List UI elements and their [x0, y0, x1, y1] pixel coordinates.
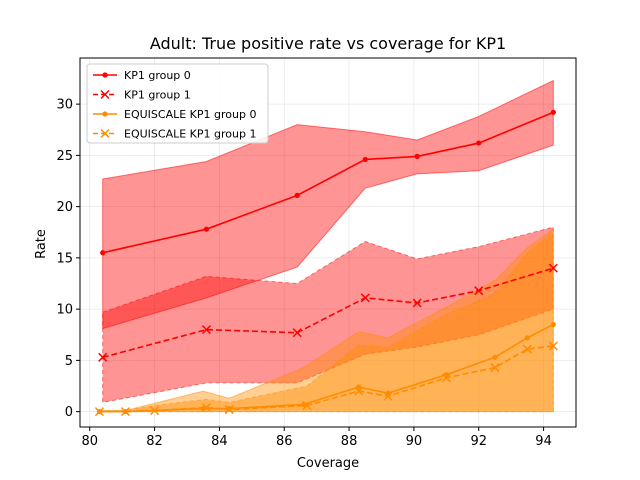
data-point [201, 325, 211, 335]
marker-stroke [100, 128, 110, 139]
marker-stroke [412, 298, 422, 308]
marker-stroke [548, 341, 558, 351]
legend-marker [102, 72, 108, 78]
data-point [548, 263, 558, 273]
legend-entry: EQUISCALE KP1 group 1 [93, 128, 256, 141]
data-point [548, 341, 558, 351]
data-point [476, 140, 482, 146]
legend-entry: KP1 group 1 [93, 89, 191, 102]
x-tick-label: 92 [470, 434, 487, 449]
marker-stroke [150, 406, 160, 416]
legend-box [86, 63, 269, 144]
data-point [441, 373, 451, 383]
y-axis-label: Rate [34, 229, 49, 259]
y-tick-label: 30 [56, 98, 73, 113]
confidence-band-1 [102, 79, 554, 330]
legend-label: KP1 group 1 [124, 89, 191, 102]
marker-stroke [441, 373, 451, 383]
y-tick-label: 10 [56, 303, 73, 318]
legend-entry: KP1 group 0 [93, 69, 191, 82]
data-point [522, 344, 532, 354]
marker-stroke [94, 407, 104, 417]
data-point [292, 328, 302, 338]
x-tick-label: 86 [276, 434, 293, 449]
legend-label: EQUISCALE KP1 group 0 [124, 108, 256, 121]
data-point [201, 402, 211, 413]
marker-stroke [354, 386, 364, 396]
data-point [490, 363, 500, 373]
data-point [492, 354, 498, 360]
legend-label: EQUISCALE KP1 group 1 [124, 128, 256, 141]
marker-stroke [201, 402, 211, 413]
data-point [150, 406, 160, 416]
data-point [98, 352, 108, 362]
x-tick-label: 80 [81, 434, 98, 449]
data-point [474, 286, 484, 296]
data-point [524, 335, 530, 341]
marker-stroke [548, 263, 558, 273]
legend-marker [102, 111, 108, 117]
chart-title: Adult: True positive rate vs coverage fo… [150, 34, 506, 53]
marker-stroke [100, 89, 110, 100]
data-point [356, 384, 362, 390]
marker-stroke [98, 352, 108, 362]
x-axis-label: Coverage [297, 456, 359, 471]
legend-entry: EQUISCALE KP1 group 0 [93, 108, 256, 121]
marker-stroke [120, 407, 130, 417]
plot-frame [79, 57, 577, 428]
x-tick-label: 88 [341, 434, 358, 449]
data-point [550, 109, 556, 115]
data-point [383, 391, 393, 401]
x-tick-label: 82 [146, 434, 163, 449]
data-point [294, 192, 300, 198]
data-point [100, 250, 106, 256]
data-point [362, 156, 368, 163]
x-tick-label: 90 [406, 434, 423, 449]
marker-stroke [490, 363, 500, 373]
marker-stroke [292, 328, 302, 338]
data-point [302, 400, 312, 411]
data-point [203, 226, 210, 232]
marker-stroke [201, 325, 211, 335]
data-point [360, 293, 370, 303]
x-tick-label: 94 [535, 434, 552, 449]
series-line-4 [99, 345, 554, 413]
y-tick-label: 0 [65, 405, 73, 420]
axes: 80 82 84 86 88 90 92 94 0 5 10 15 20 25 30 [56, 57, 577, 449]
marker-stroke [383, 391, 393, 401]
y-tick-label: 15 [56, 251, 73, 266]
data-point [412, 298, 422, 308]
x-tick-label: 84 [211, 434, 228, 449]
marker-stroke [360, 293, 370, 303]
marker-stroke [474, 286, 484, 296]
legend-label: KP1 group 0 [124, 69, 191, 82]
confidence-band-4 [98, 231, 554, 413]
y-tick-label: 20 [56, 200, 73, 215]
confidence-bands [98, 79, 554, 413]
legend-marker [100, 128, 110, 139]
marker-stroke [302, 400, 312, 411]
confidence-band-2 [102, 226, 554, 404]
data-point [120, 407, 130, 417]
data-point [224, 405, 234, 415]
data-point [354, 386, 364, 396]
marker-stroke [224, 405, 234, 415]
marker-stroke [522, 344, 532, 354]
y-tick-label: 25 [56, 149, 73, 164]
data-point [94, 407, 104, 417]
data-point [414, 153, 420, 159]
series-lines [94, 109, 558, 417]
legend: KP1 group 0 KP1 group 1 EQUISCALE KP1 grou… [86, 63, 269, 144]
legend-marker [100, 89, 110, 100]
data-point [550, 321, 556, 328]
y-tick-label: 5 [65, 354, 73, 369]
